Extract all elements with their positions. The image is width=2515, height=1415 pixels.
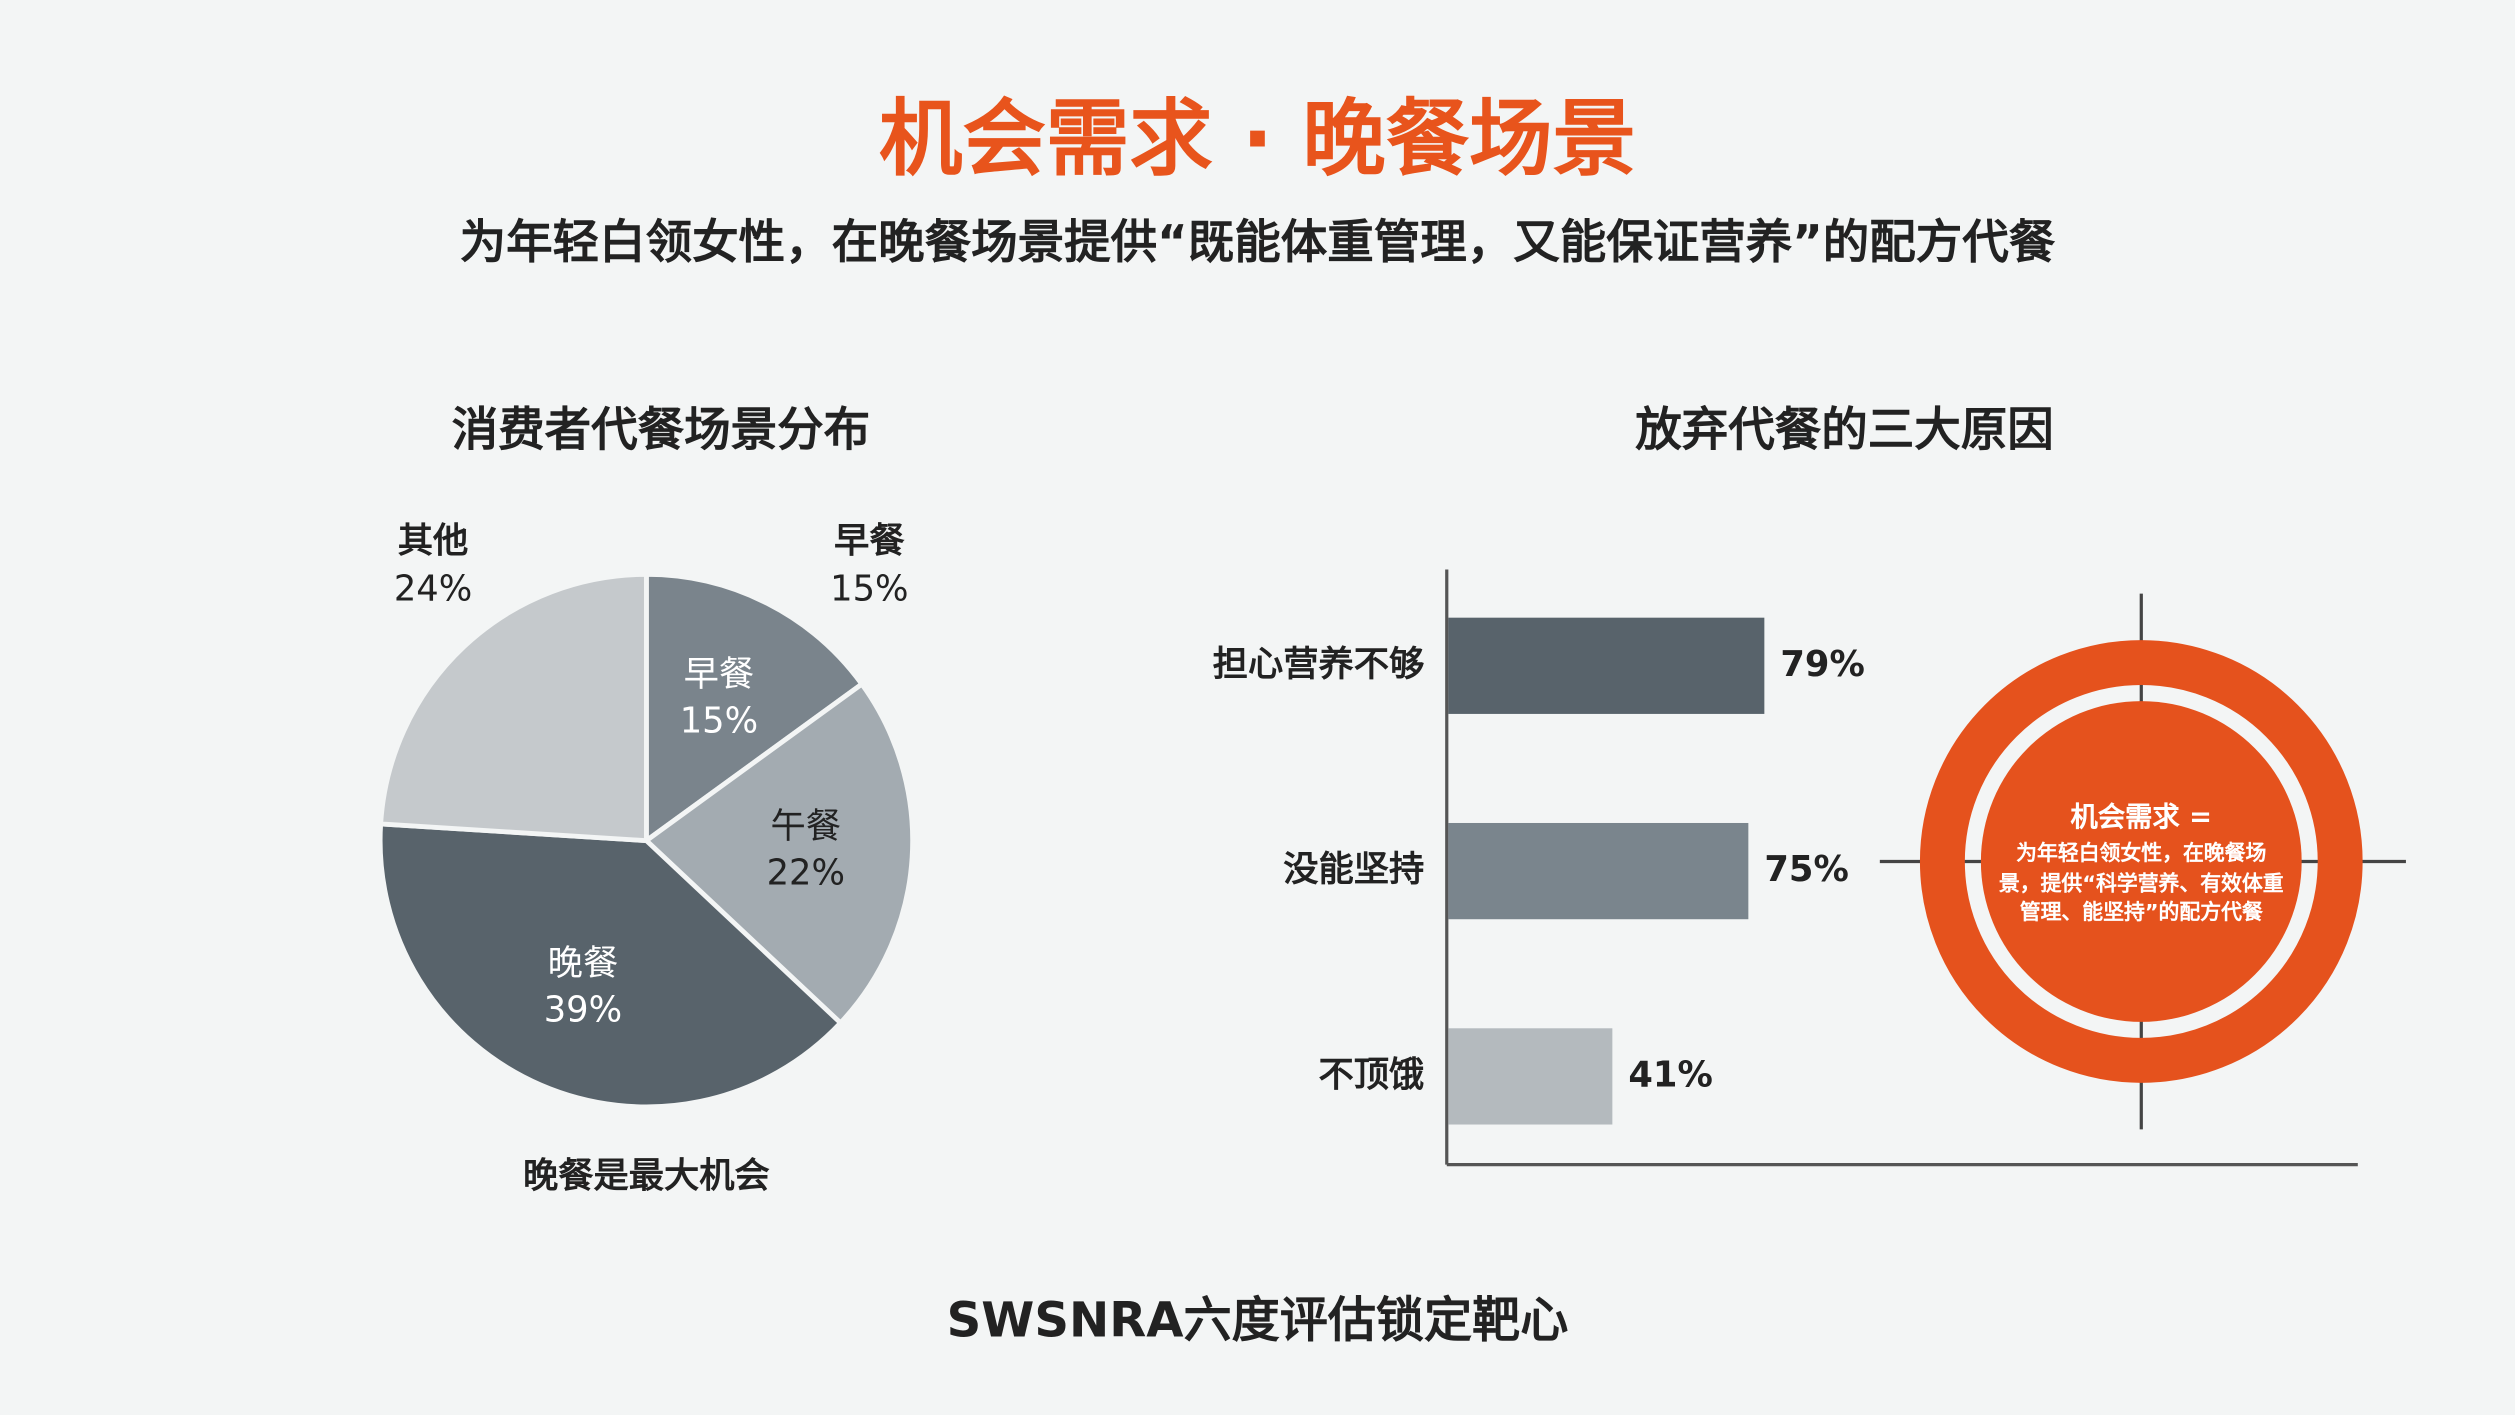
outer-value: 24% [394, 568, 472, 609]
bar-category: 担心营养不够 [1213, 644, 1425, 685]
target-text: 机会需求 = 为年轻白领女性，在晚餐场景，提供“科学营养、有效体重管理、能坚持”… [1997, 754, 2286, 971]
slice-label: 早餐 [684, 654, 755, 695]
title: 机会需求 · 晚餐场景 [879, 90, 1636, 187]
outer-label: 早餐 [834, 520, 905, 561]
pie-slice [643, 571, 866, 846]
pie-annotation: 晚餐是最大机会 [523, 1155, 770, 1196]
bar [1448, 1028, 1613, 1125]
slice-label: 午餐 [771, 806, 842, 847]
bar-value: 75% [1764, 849, 1848, 890]
bar-value: 79% [1780, 644, 1864, 685]
bar-value: 41% [1628, 1054, 1712, 1095]
bar [1448, 822, 1749, 920]
target-body: 为年轻白领女性，在晚餐场景，提供“科学营养、有效体重管理、能坚持”的配方代餐 [1998, 841, 2284, 927]
footer: SWSNRA六度评估锁定靶心 [947, 1292, 1569, 1348]
target-ring [1919, 640, 2363, 1083]
pie-slice [642, 680, 916, 1027]
target-title: 机会需求 = [2070, 801, 2212, 834]
bar-category: 不顶饿 [1318, 1054, 1424, 1095]
pie-title: 消费者代餐场景分布 [452, 403, 871, 457]
slice-value: 39% [544, 989, 622, 1030]
subtitle: 为年轻白领女性，在晚餐场景提供“既能体重管理，又能保证营养”的配方代餐 [460, 215, 2056, 269]
target-text-box: 机会需求 = 为年轻白领女性，在晚餐场景，提供“科学营养、有效体重管理、能坚持”… [1997, 754, 2286, 971]
outer-value: 15% [830, 568, 908, 609]
bar [1448, 617, 1765, 714]
slice-label: 晚餐 [548, 943, 619, 984]
outer-label: 其他 [398, 520, 469, 561]
pie-slice [378, 571, 649, 844]
slice-value: 15% [680, 700, 758, 741]
slice-value: 22% [767, 853, 845, 894]
bar-category: 没能坚持 [1283, 849, 1424, 890]
target-core [1980, 701, 2302, 1022]
pie-slice [377, 821, 844, 1110]
bar-title: 放弃代餐的三大原因 [1635, 403, 2054, 457]
